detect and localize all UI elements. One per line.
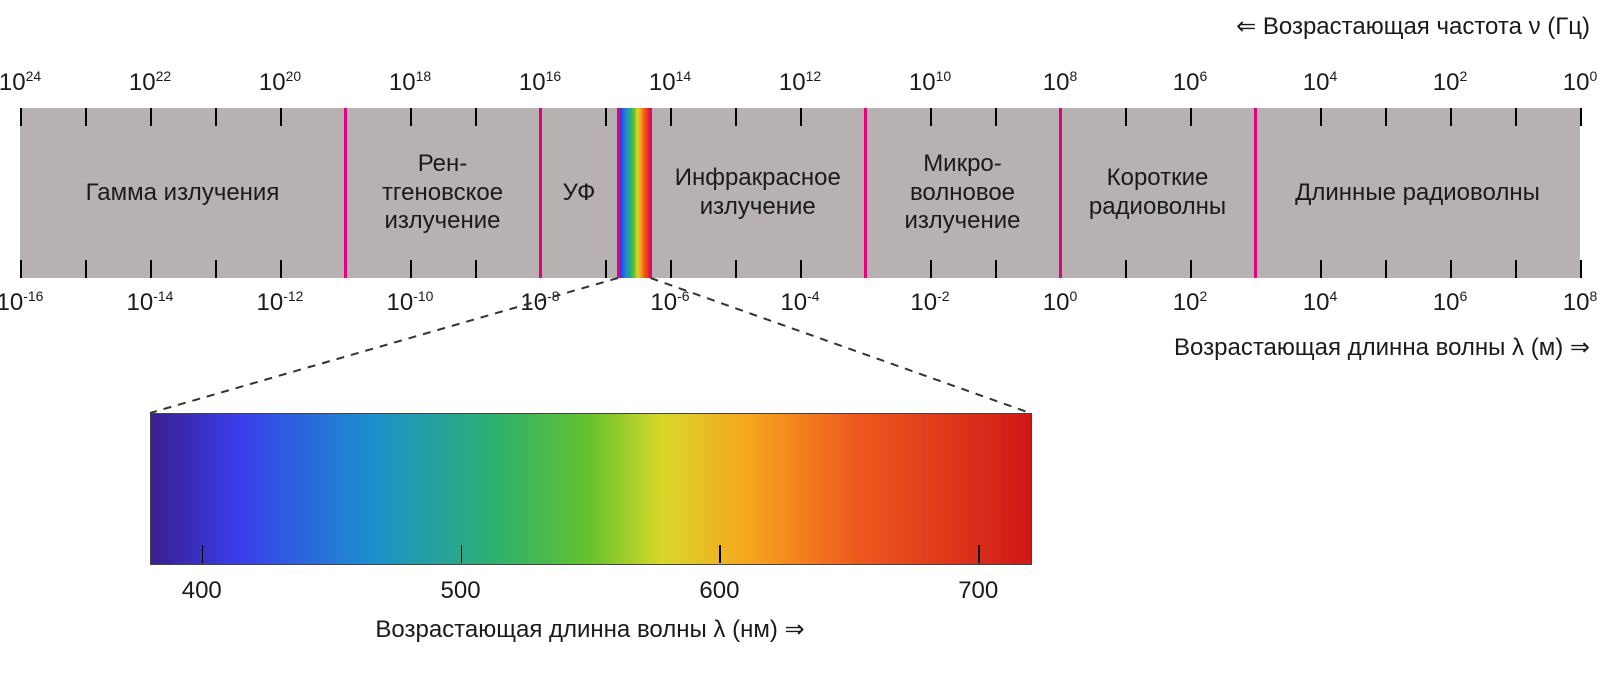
visible-sliver bbox=[618, 108, 651, 278]
visible-tick bbox=[719, 545, 721, 563]
visible-tick bbox=[202, 545, 204, 563]
freq-tick-label: 1018 bbox=[389, 68, 431, 97]
freq-tick-label: 106 bbox=[1173, 68, 1208, 97]
freq-tick-label: 1022 bbox=[129, 68, 171, 97]
wave-tick-label: 10-12 bbox=[257, 288, 304, 317]
freq-tick-label: 108 bbox=[1043, 68, 1078, 97]
visible-tick bbox=[461, 545, 463, 563]
band-label: Микро-волновоеизлучение bbox=[865, 108, 1060, 278]
freq-tick-label: 104 bbox=[1303, 68, 1338, 97]
freq-tick-label: 102 bbox=[1433, 68, 1468, 97]
visible-tick bbox=[978, 545, 980, 563]
band-label: Инфракрасноеизлучение bbox=[651, 108, 866, 278]
visible-tick-label: 700 bbox=[958, 577, 998, 605]
wave-tick-label: 108 bbox=[1563, 288, 1598, 317]
freq-tick-label: 1012 bbox=[779, 68, 821, 97]
wave-tick-label: 100 bbox=[1043, 288, 1078, 317]
wave-tick-label: 102 bbox=[1173, 288, 1208, 317]
freq-tick bbox=[1580, 108, 1582, 126]
visible-tick-label: 600 bbox=[699, 577, 739, 605]
wave-tick-label: 10-2 bbox=[910, 288, 949, 317]
freq-tick-label: 1016 bbox=[519, 68, 561, 97]
freq-tick-label: 100 bbox=[1563, 68, 1598, 97]
wave-tick-label: 104 bbox=[1303, 288, 1338, 317]
caption-wavelength-nm: Возрастающая длинна волны λ (нм) ⇒ bbox=[375, 615, 804, 644]
wave-tick-label: 10-6 bbox=[650, 288, 689, 317]
wave-tick-label: 10-16 bbox=[0, 288, 43, 317]
freq-tick-label: 1014 bbox=[649, 68, 691, 97]
visible-tick-label: 500 bbox=[441, 577, 481, 605]
caption-frequency: ⇐ Возрастающая частота ν (Гц) bbox=[1236, 12, 1590, 41]
wave-tick-label: 106 bbox=[1433, 288, 1468, 317]
band-label: УФ bbox=[540, 108, 618, 278]
wave-tick-label: 10-14 bbox=[127, 288, 174, 317]
band-label: Гамма излучения bbox=[20, 108, 345, 278]
wave-tick-label: 10-4 bbox=[780, 288, 819, 317]
band-label: Длинные радиоволны bbox=[1255, 108, 1580, 278]
freq-tick-label: 1024 bbox=[0, 68, 41, 97]
visible-tick-label: 400 bbox=[182, 577, 222, 605]
freq-tick-label: 1010 bbox=[909, 68, 951, 97]
freq-tick-label: 1020 bbox=[259, 68, 301, 97]
wave-tick bbox=[1580, 260, 1582, 278]
band-label: Короткиерадиоволны bbox=[1060, 108, 1255, 278]
caption-wavelength-m: Возрастающая длинна волны λ (м) ⇒ bbox=[1174, 333, 1590, 362]
visible-spectrum-bar bbox=[150, 413, 1032, 565]
wave-tick-label: 10-8 bbox=[520, 288, 559, 317]
band-label: Рен-тгеновскоеизлучение bbox=[345, 108, 540, 278]
em-spectrum-diagram: ⇐ Возрастающая частота ν (Гц) 100 102 104 10… bbox=[0, 0, 1600, 681]
wave-tick-label: 10-10 bbox=[387, 288, 434, 317]
